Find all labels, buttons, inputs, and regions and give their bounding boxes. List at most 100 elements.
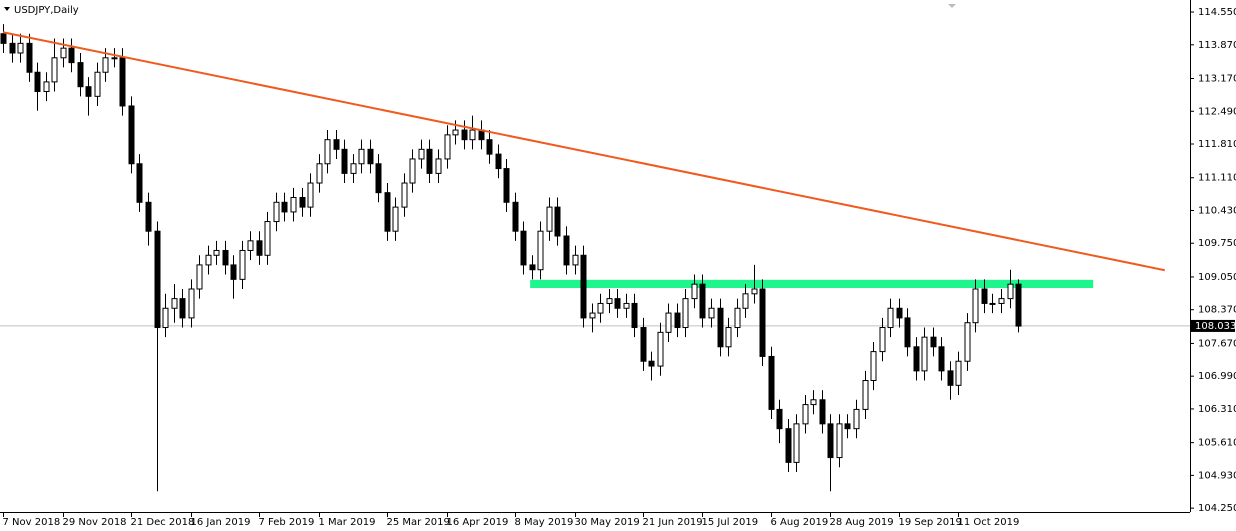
candle-body bbox=[930, 336, 937, 348]
candle-body bbox=[896, 307, 903, 319]
candle-body bbox=[213, 249, 220, 256]
candle-body bbox=[972, 288, 979, 324]
candle-body bbox=[913, 346, 920, 372]
candle-body bbox=[426, 148, 433, 174]
candle-body bbox=[563, 235, 570, 266]
y-tick-label: 109.750 bbox=[1198, 238, 1236, 249]
x-tick-label: 1 Mar 2019 bbox=[319, 517, 376, 528]
candle-body bbox=[392, 206, 399, 232]
x-tick-label: 6 Aug 2019 bbox=[771, 517, 829, 528]
candle-body bbox=[145, 201, 152, 232]
candle-body bbox=[9, 42, 16, 54]
candle-body bbox=[60, 47, 67, 59]
candle-body bbox=[290, 196, 297, 213]
candle-body bbox=[853, 408, 860, 430]
candle-body bbox=[418, 148, 425, 160]
candle-body bbox=[717, 307, 724, 348]
candle-body bbox=[375, 163, 382, 194]
candle-body bbox=[179, 298, 186, 319]
y-tick-label: 104.250 bbox=[1198, 503, 1236, 514]
candle-body bbox=[708, 307, 715, 319]
candle-body bbox=[529, 264, 536, 271]
candle-body bbox=[512, 201, 519, 232]
x-tick-label: 30 May 2019 bbox=[575, 517, 640, 528]
candle-body bbox=[136, 163, 143, 203]
candle-body bbox=[43, 81, 50, 93]
candle-body bbox=[554, 206, 561, 237]
candle-body bbox=[793, 423, 800, 463]
candle-body bbox=[742, 293, 749, 309]
candle-body bbox=[111, 57, 118, 60]
candle-body bbox=[26, 42, 33, 73]
candle-body bbox=[691, 283, 698, 300]
candle-body bbox=[273, 201, 280, 223]
candle-body bbox=[964, 322, 971, 362]
candle-body bbox=[776, 408, 783, 430]
candle-body bbox=[520, 230, 527, 266]
candle-body bbox=[631, 302, 638, 329]
candle-body bbox=[589, 312, 596, 319]
x-tick-label: 16 Jan 2019 bbox=[191, 517, 251, 528]
x-tick-label: 25 Mar 2019 bbox=[387, 517, 450, 528]
candle-body bbox=[614, 298, 621, 309]
candle-body bbox=[955, 360, 962, 386]
candle-body bbox=[887, 307, 894, 329]
candle-body bbox=[205, 254, 212, 266]
candle-body bbox=[162, 307, 169, 329]
current-price-box bbox=[1191, 319, 1235, 332]
candle-body bbox=[759, 288, 766, 357]
candle-body bbox=[299, 196, 306, 208]
candle-body bbox=[444, 134, 451, 160]
candle-body bbox=[597, 302, 604, 314]
candle-body bbox=[870, 351, 877, 382]
y-tick-label: 106.990 bbox=[1198, 371, 1236, 382]
candle-body bbox=[469, 129, 476, 141]
candle-body bbox=[222, 249, 229, 266]
y-tick-label: 111.110 bbox=[1198, 173, 1236, 184]
candle-body bbox=[188, 288, 195, 319]
x-tick-label: 16 Apr 2019 bbox=[447, 517, 509, 528]
chart-title: USDJPY,Daily bbox=[14, 5, 79, 16]
candle-body bbox=[810, 399, 817, 406]
y-tick-label: 105.610 bbox=[1198, 438, 1236, 449]
candle-body bbox=[307, 182, 314, 208]
candle-body bbox=[316, 163, 323, 184]
y-tick-label: 113.170 bbox=[1198, 74, 1236, 85]
candle-body bbox=[264, 221, 271, 256]
candle-body bbox=[435, 158, 442, 174]
candle-body bbox=[572, 254, 579, 266]
candle-body bbox=[947, 370, 954, 386]
x-tick-label: 7 Feb 2019 bbox=[259, 517, 315, 528]
y-tick-label: 107.670 bbox=[1198, 338, 1236, 349]
candle-body bbox=[94, 71, 101, 97]
candle-body bbox=[734, 307, 741, 329]
y-tick-label: 111.810 bbox=[1198, 139, 1236, 150]
candle-body bbox=[580, 254, 587, 319]
shift-marker bbox=[948, 4, 956, 8]
candle-body bbox=[785, 428, 792, 463]
candle-body bbox=[171, 298, 178, 309]
candle-body bbox=[324, 139, 331, 165]
candle-body bbox=[665, 312, 672, 333]
y-tick-label: 104.930 bbox=[1198, 470, 1236, 481]
candle-body bbox=[102, 57, 109, 73]
candle-body bbox=[256, 240, 263, 256]
resistance-zone bbox=[530, 279, 1094, 289]
symbol-menu-icon[interactable] bbox=[4, 7, 10, 11]
candle-body bbox=[452, 129, 459, 136]
candle-body bbox=[819, 399, 826, 425]
candle-body bbox=[281, 201, 288, 213]
candle-body bbox=[358, 148, 365, 165]
candle-body bbox=[648, 360, 655, 367]
candle-body bbox=[546, 206, 553, 232]
candle-body bbox=[904, 317, 911, 348]
candle-body bbox=[486, 139, 493, 155]
x-tick-label: 19 Sep 2019 bbox=[899, 517, 962, 528]
candle-body bbox=[495, 153, 502, 170]
candle-body bbox=[682, 298, 689, 329]
candle-body bbox=[68, 47, 75, 64]
candle-body bbox=[401, 182, 408, 208]
candle-body bbox=[981, 288, 988, 304]
candle-body bbox=[154, 230, 161, 329]
